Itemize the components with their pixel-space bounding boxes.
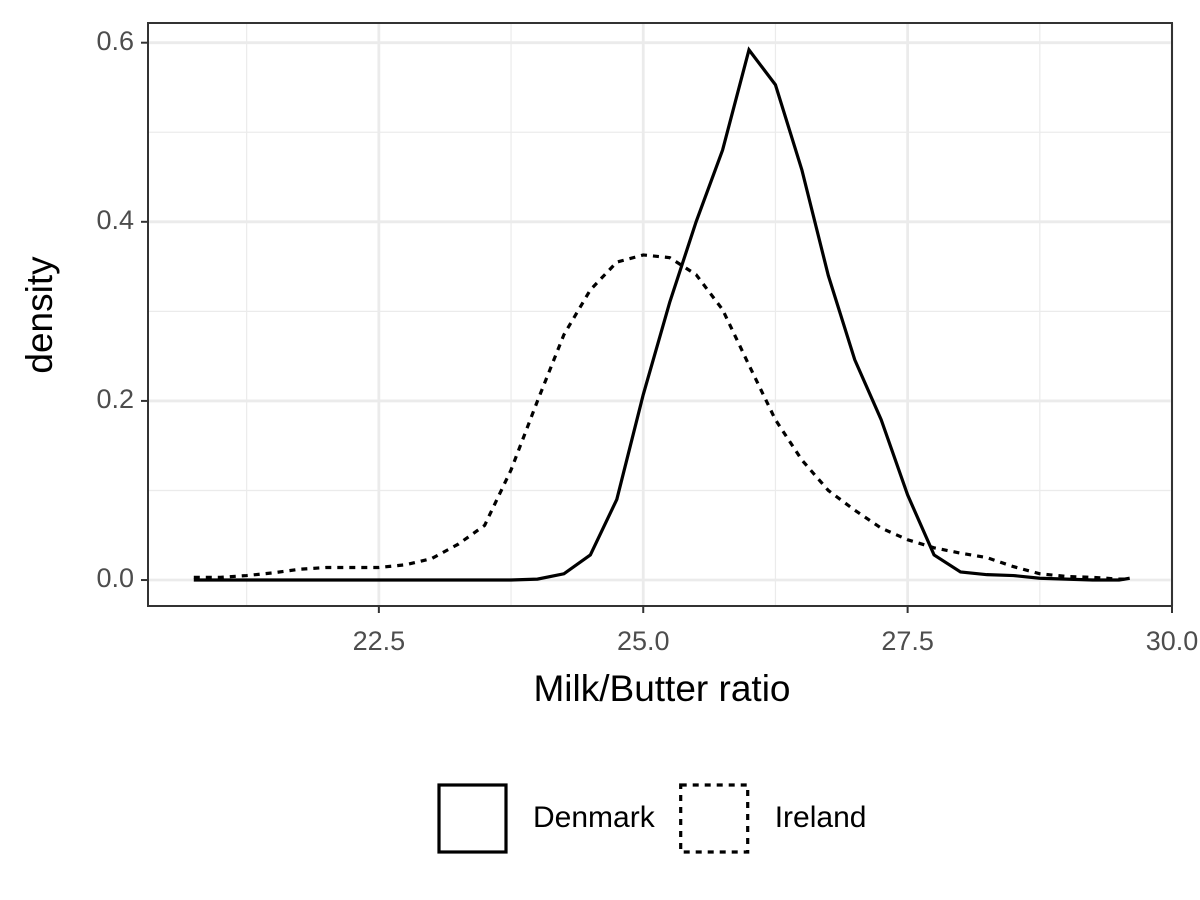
legend-label: Ireland [775,801,867,834]
x-tick-label: 27.5 [881,626,934,656]
y-tick-label: 0.4 [96,205,134,235]
x-tick-label: 22.5 [353,626,406,656]
x-axis-title: Milk/Butter ratio [533,668,790,709]
legend-label: Denmark [533,801,656,834]
y-tick-label: 0.2 [96,384,134,414]
x-tick-label: 30.0 [1146,626,1199,656]
legend-key [437,783,508,854]
density-line [193,253,1130,581]
y-tick-label: 0.0 [96,563,134,593]
panel-border [147,22,1173,607]
y-axis-title: density [19,256,60,374]
y-tick-label: 0.6 [96,26,134,56]
density-line [193,46,1130,582]
x-tick-label: 25.0 [617,626,670,656]
legend-key [679,783,750,854]
